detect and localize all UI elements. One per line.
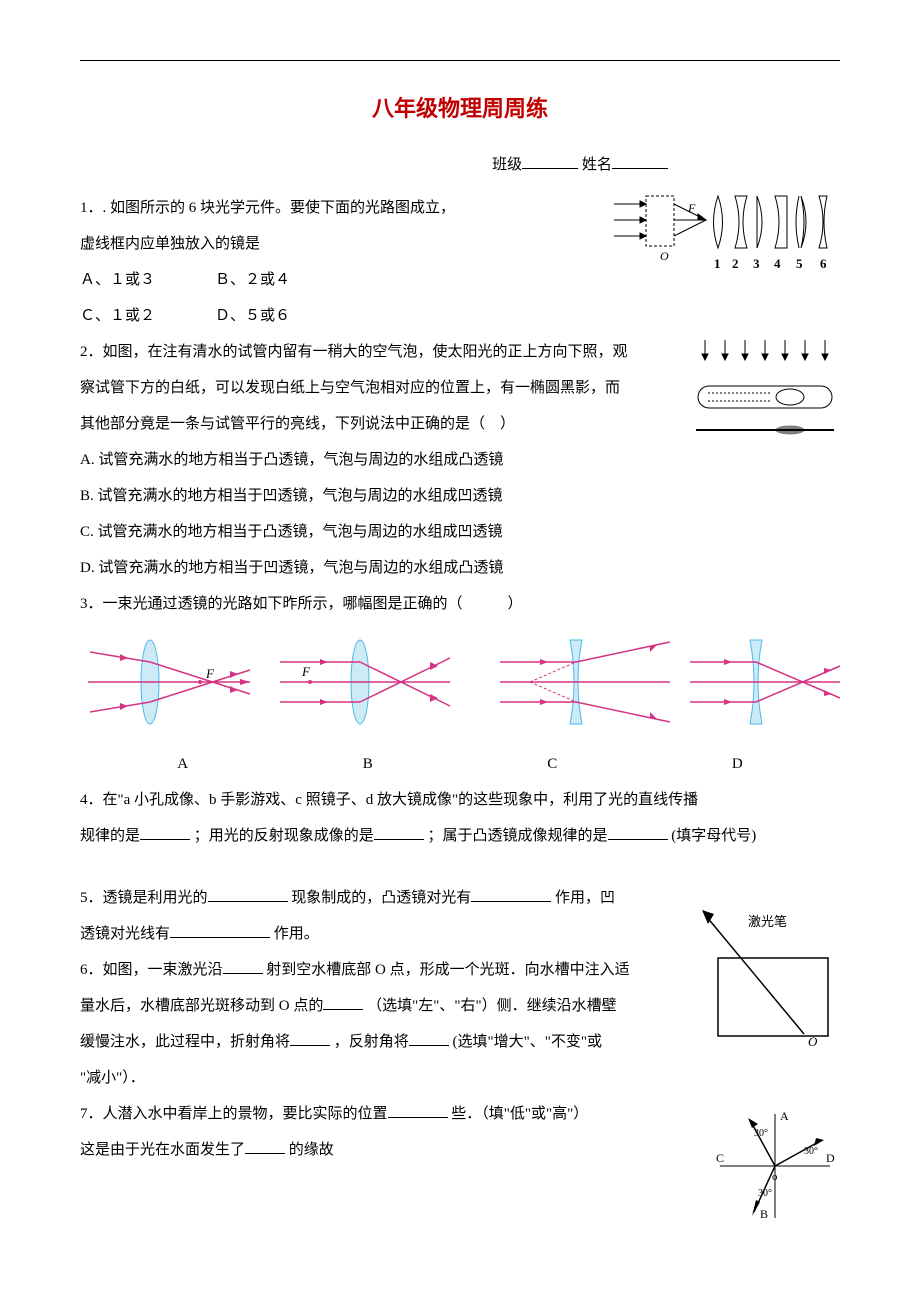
q7-blank1 [388,1103,448,1118]
q3-B-F: F [301,664,311,679]
q5-b: 现象制成的，凸透镜对光有 [291,890,471,906]
q6-blank4 [409,1031,449,1046]
q3-label-A: A [177,746,188,782]
q1-F: F [687,201,696,215]
q1-n3: 3 [753,256,760,271]
q1-n6: 6 [820,256,827,271]
svg-text:o: o [772,1171,778,1183]
q2-D: D. 试管充满水的地方相当于凹透镜，气泡与周边的水组成凸透镜 [80,550,840,586]
q3-label-D: D [732,746,743,782]
q1-n4: 4 [774,256,781,271]
q1-optC: Ｃ、１或２ [80,298,155,334]
q6-a: 6．如图，一束激光沿 [80,962,223,978]
horizontal-rule [80,60,840,61]
q5-blank1 [208,887,288,902]
name-blank [612,154,668,169]
q4-l2a: 规律的是 [80,828,140,844]
q8-figure: A B C D 30° 30° 30° o [710,1106,840,1226]
q8-ang1: 30° [754,1128,768,1139]
name-label: 姓名 [582,157,612,173]
q4-l2b: ；用光的反射现象成像的是 [194,828,374,844]
q3-A-F: F [205,666,215,681]
q7-c: 这是由于光在水面发生了 [80,1142,245,1158]
question-1: F O [80,190,840,334]
q8-C: C [716,1151,724,1165]
q6-f: ，反射角将 [334,1034,409,1050]
q6-h: "减小"）． [80,1060,840,1096]
q6-blank2 [323,995,363,1010]
q5-blank3 [170,923,270,938]
q6-d: （选填"左"、"右"）侧．继续沿水槽壁 [367,998,617,1014]
q5-d: 透镜对光线有 [80,926,170,942]
question-2: 2．如图，在注有清水的试管内留有一稍大的空气泡，使太阳光的正上方向下照，观 察试… [80,334,840,586]
q8-D: D [826,1151,835,1165]
q3-labels: A B C D [80,746,840,782]
q6-c: 量水后，水槽底部光斑移动到 O 点的 [80,998,323,1014]
q1-optB: Ｂ、２或４ [215,262,290,298]
q3-label-C: C [547,746,557,782]
q2-B: B. 试管充满水的地方相当于凹透镜，气泡与周边的水组成凹透镜 [80,478,840,514]
q1-optA: Ａ、１或３ [80,262,155,298]
q2-figure [690,338,840,448]
page-title: 八年级物理周周练 [80,91,840,123]
question-7: A B C D 30° 30° 30° o 7．人潜入水中看岸上的景物，要比实际… [80,1096,840,1226]
q7-b: 些．（填"低"或"高"） [451,1106,588,1122]
q3-stem: 3．一束光通过透镜的光路如下昨所示，哪幅图是正确的（ ） [80,586,840,622]
q1-n5: 5 [796,256,803,271]
q6-laser-label: 激光笔 [748,914,787,929]
q8-ang3: 30° [758,1188,772,1199]
q4-l1: 4．在"a 小孔成像、b 手影游戏、c 照镜子、d 放大镜成像"的这些现象中，利… [80,782,840,818]
q5-a: 5．透镜是利用光的 [80,890,208,906]
q5-blank2 [471,887,551,902]
q8-ang2: 30° [804,1146,818,1157]
q6-figure: 激光笔 O [700,910,840,1050]
class-label: 班级 [492,157,522,173]
q3-label-B: B [363,746,373,782]
question-4: 4．在"a 小孔成像、b 手影游戏、c 照镜子、d 放大镜成像"的这些现象中，利… [80,782,840,854]
q5-c: 作用，凹 [555,890,615,906]
q8-B: B [760,1207,768,1221]
q4-blank3 [608,825,668,840]
q1-n2: 2 [732,256,739,271]
q7-d: 的缘故 [289,1142,334,1158]
q5-e: 作用。 [274,926,319,942]
q2-C: C. 试管充满水的地方相当于凸透镜，气泡与周边的水组成凹透镜 [80,514,840,550]
name-line: 班级 姓名 [80,153,840,174]
q4-l2c: ；属于凸透镜成像规律的是 [428,828,608,844]
q7-blank2 [245,1139,285,1154]
question-3: 3．一束光通过透镜的光路如下昨所示，哪幅图是正确的（ ） F [80,586,840,782]
q6-b: 射到空水槽底部 O 点，形成一个光斑．向水槽中注入适 [266,962,629,978]
q1-n1: 1 [714,256,721,271]
class-blank [522,154,578,169]
q7-a: 7．人潜入水中看岸上的景物，要比实际的位置 [80,1106,388,1122]
q1-O: O [660,249,669,263]
q4-blank2 [374,825,424,840]
q6-e: 缓慢注水，此过程中，折射角将 [80,1034,290,1050]
question-5-6-block: 激光笔 O 5．透镜是利用光的 现象制成的，凸透镜对光有 作用，凹 透镜对光线有… [80,880,840,1096]
q8-A: A [780,1109,789,1123]
q1-figure: F O [610,190,840,310]
q6-g: (选填"增大"、"不变"或 [453,1034,603,1050]
q6-blank3 [290,1031,330,1046]
q6-O: O [808,1034,818,1049]
q6-blank1 [223,959,263,974]
q1-optD: Ｄ、５或６ [215,298,290,334]
q4-blank1 [140,825,190,840]
q4-l2d: (填字母代号) [671,828,756,844]
q3-figures: F [80,632,840,742]
